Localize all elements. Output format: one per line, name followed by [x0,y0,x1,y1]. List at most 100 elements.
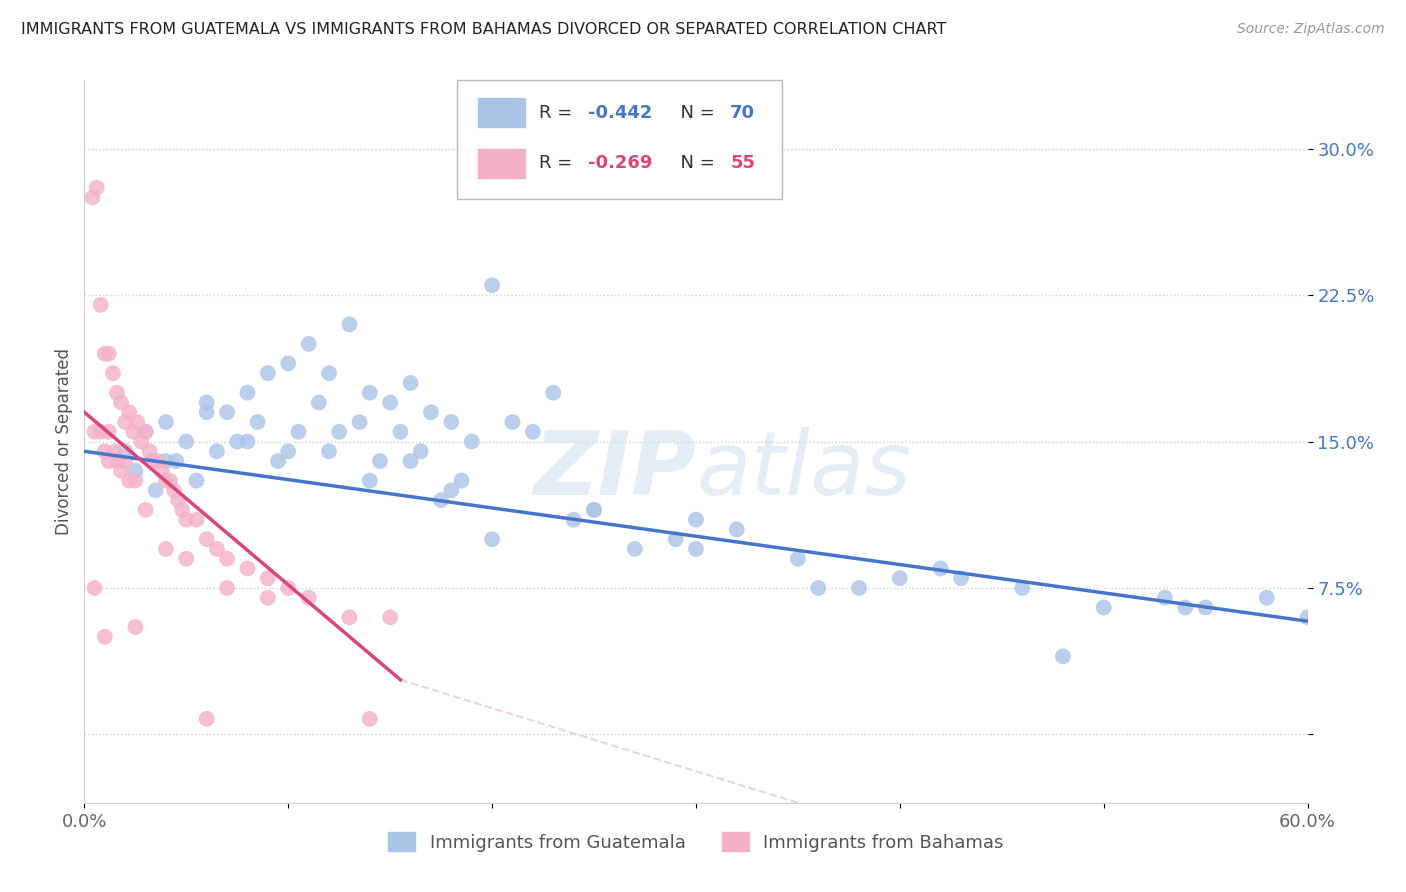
Point [399,376,422,390]
Point [318,366,340,380]
Point [138,444,160,458]
Text: 70: 70 [730,103,755,122]
Point [848,581,870,595]
Text: Source: ZipAtlas.com: Source: ZipAtlas.com [1237,22,1385,37]
Point [104,444,127,458]
Point [195,405,218,419]
Point [124,620,146,634]
Point [380,395,402,409]
Point [217,551,239,566]
Point [440,483,463,498]
Point [105,454,128,468]
Text: -0.269: -0.269 [588,154,652,172]
Point [172,503,194,517]
Point [624,541,647,556]
Text: -0.442: -0.442 [588,103,652,122]
Point [155,415,177,429]
Point [165,454,187,468]
Point [308,395,330,409]
Point [277,581,299,595]
Text: N =: N = [669,154,720,172]
Point [277,356,299,370]
Point [1092,600,1115,615]
Point [339,610,361,624]
Point [236,434,259,449]
Point [380,610,402,624]
Point [450,474,472,488]
Point [685,513,707,527]
Point [328,425,350,439]
Point [155,474,177,488]
Point [135,503,157,517]
Point [135,425,157,439]
Text: N =: N = [669,103,720,122]
Y-axis label: Divorced or Separated: Divorced or Separated [55,348,73,535]
Point [174,434,197,449]
Point [186,474,208,488]
Point [440,415,463,429]
Point [127,415,149,429]
Point [97,425,120,439]
Point [298,337,321,351]
Point [277,444,299,458]
Point [359,474,381,488]
Point [257,591,280,605]
Point [82,190,104,204]
Point [562,513,585,527]
Point [807,581,830,595]
Point [1256,591,1278,605]
Point [155,541,177,556]
Point [122,425,145,439]
Point [226,434,249,449]
Point [155,454,177,468]
Point [257,571,280,585]
Point [481,278,503,293]
Point [368,454,391,468]
Point [267,454,290,468]
Point [167,493,190,508]
Legend: Immigrants from Guatemala, Immigrants from Bahamas: Immigrants from Guatemala, Immigrants fr… [381,825,1011,859]
Point [114,454,136,468]
Point [124,464,146,478]
Text: atlas: atlas [696,427,911,514]
Point [583,503,606,517]
Point [114,415,136,429]
Point [83,425,105,439]
Point [389,425,412,439]
Point [298,591,321,605]
Point [522,425,544,439]
Point [124,474,146,488]
Point [217,581,239,595]
Text: IMMIGRANTS FROM GUATEMALA VS IMMIGRANTS FROM BAHAMAS DIVORCED OR SEPARATED CORRE: IMMIGRANTS FROM GUATEMALA VS IMMIGRANTS … [21,22,946,37]
Point [787,551,810,566]
Point [90,298,112,312]
FancyBboxPatch shape [457,80,782,200]
Point [359,385,381,400]
Point [118,405,141,419]
Point [1296,610,1319,624]
Bar [478,98,524,128]
Text: 55: 55 [730,154,755,172]
Point [186,513,208,527]
Point [889,571,911,585]
Point [205,444,228,458]
Point [665,532,688,546]
Point [110,395,132,409]
Point [1174,600,1197,615]
Point [318,444,340,458]
Point [93,444,115,458]
Text: ZIP: ZIP [533,427,696,514]
Point [131,434,153,449]
Point [150,464,173,478]
Point [83,581,105,595]
Text: R =: R = [540,154,578,172]
Point [142,454,165,468]
Point [1052,649,1074,664]
Point [110,464,132,478]
Point [359,712,381,726]
Point [725,523,748,537]
Point [159,474,181,488]
Point [685,541,707,556]
Point [420,405,443,419]
Point [481,532,503,546]
